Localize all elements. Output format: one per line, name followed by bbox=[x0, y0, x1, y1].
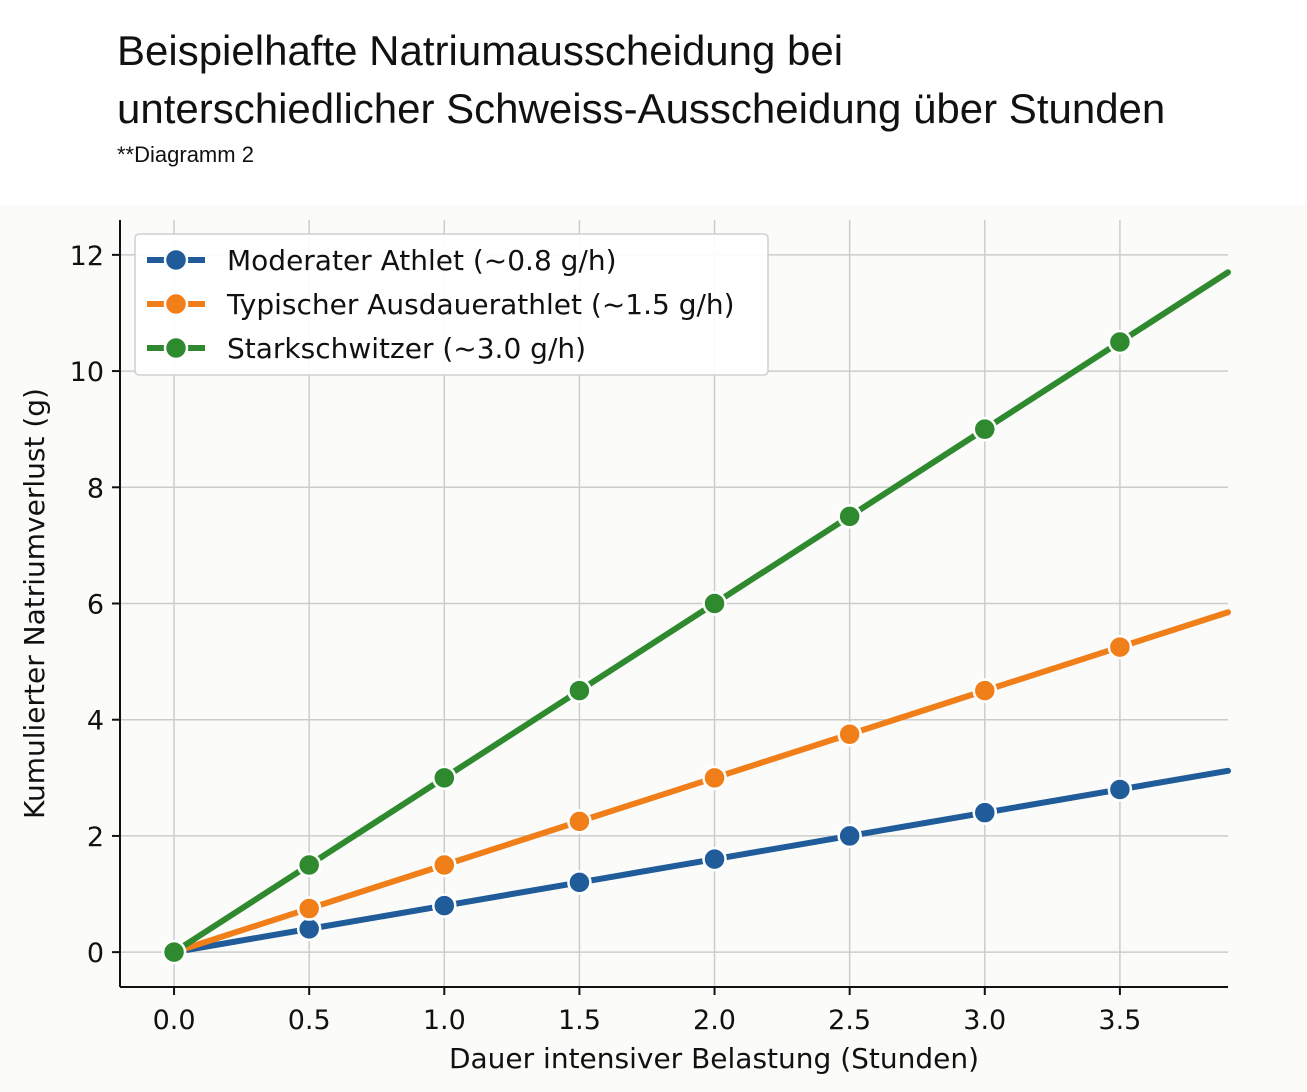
data-point bbox=[432, 893, 457, 918]
y-tick-label: 4 bbox=[87, 706, 104, 737]
legend-label: Starkschwitzer (~3.0 g/h) bbox=[227, 332, 586, 365]
y-tick-label: 6 bbox=[87, 590, 104, 621]
legend-label: Moderater Athlet (~0.8 g/h) bbox=[227, 244, 617, 277]
chart-title-line-1: Beispielhafte Natriumausscheidung bei bbox=[117, 27, 844, 74]
data-point bbox=[296, 852, 322, 878]
chart-title-block: Beispielhafte Natriumausscheidung bei un… bbox=[117, 22, 1165, 168]
data-point bbox=[567, 870, 592, 895]
legend-box bbox=[134, 233, 769, 376]
data-point bbox=[296, 916, 322, 942]
y-tick-label: 0 bbox=[87, 938, 104, 969]
x-tick-label: 2.5 bbox=[828, 1005, 871, 1036]
data-point bbox=[296, 896, 322, 921]
y-tick-label: 12 bbox=[70, 241, 104, 272]
legend-label: Typischer Ausdauerathlet (~1.5 g/h) bbox=[226, 288, 735, 321]
data-point bbox=[432, 765, 457, 791]
legend-swatch-marker bbox=[163, 335, 189, 361]
data-point bbox=[702, 765, 727, 791]
series-line bbox=[171, 609, 1231, 956]
chart-title-line-2: unterschiedlicher Schweiss-Ausscheidung … bbox=[117, 85, 1166, 132]
series-line bbox=[171, 767, 1231, 956]
y-axis-title: Kumulierter Natriumverlust (g) bbox=[18, 388, 51, 819]
x-tick-label: 1.5 bbox=[558, 1005, 601, 1036]
data-point bbox=[972, 800, 998, 825]
x-tick-label: 2.0 bbox=[693, 1005, 736, 1036]
y-tick-label: 2 bbox=[87, 822, 104, 853]
data-point bbox=[567, 809, 592, 834]
data-point bbox=[837, 823, 862, 849]
data-point bbox=[702, 846, 727, 872]
x-tick-label: 3.5 bbox=[1098, 1005, 1141, 1036]
legend-swatch-marker bbox=[163, 247, 189, 273]
x-tick-label: 0.0 bbox=[153, 1005, 196, 1036]
data-point bbox=[837, 721, 862, 747]
data-point bbox=[432, 852, 457, 878]
y-tick-label: 8 bbox=[87, 473, 104, 504]
data-point bbox=[1107, 329, 1133, 355]
data-point bbox=[161, 939, 187, 965]
data-point bbox=[702, 591, 727, 616]
data-point bbox=[1107, 634, 1133, 660]
x-tick-label: 1.0 bbox=[423, 1005, 466, 1036]
y-tick-label: 10 bbox=[70, 357, 104, 388]
data-point bbox=[567, 678, 592, 703]
legend-swatch-marker bbox=[163, 291, 189, 317]
data-point bbox=[1107, 777, 1133, 802]
data-point bbox=[972, 416, 998, 442]
x-axis-title: Dauer intensiver Belastung (Stunden) bbox=[449, 1042, 979, 1075]
chart-subtitle: **Diagramm 2 bbox=[117, 142, 254, 167]
data-point bbox=[837, 504, 862, 529]
x-tick-label: 3.0 bbox=[963, 1005, 1006, 1036]
data-point bbox=[972, 678, 998, 703]
x-tick-label: 0.5 bbox=[288, 1005, 331, 1036]
